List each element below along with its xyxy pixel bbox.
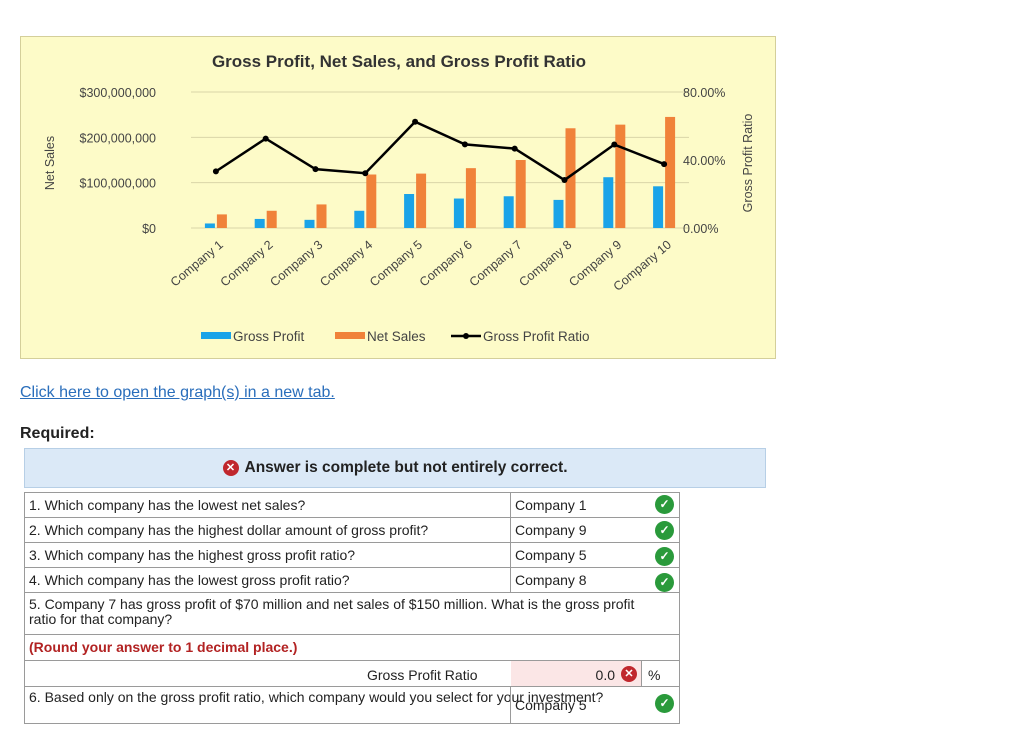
chart-container: Gross Profit, Net Sales, and Gross Profi…	[20, 36, 776, 359]
x-tick-label: Company 5	[367, 238, 425, 290]
check-icon: ✓	[655, 694, 674, 713]
banner-text: Answer is complete but not entirely corr…	[244, 459, 568, 476]
legend-label-net-sales: Net Sales	[367, 329, 426, 344]
x-tick-label: Company 4	[317, 238, 375, 290]
percent-unit: %	[641, 661, 660, 686]
bar-gross-profit	[304, 219, 315, 228]
y-tick-label: $0	[142, 222, 156, 236]
table-row: 1. Which company has the lowest net sale…	[24, 492, 680, 518]
x-tick-label: Company 8	[516, 238, 574, 290]
bar-net-sales	[316, 204, 327, 228]
answer-value: 0.0	[595, 667, 615, 683]
y-tick-label: $300,000,000	[80, 86, 157, 100]
x-tick-label: Company 1	[168, 238, 226, 290]
x-circle-icon: ✕	[222, 460, 239, 476]
bar-net-sales	[416, 173, 427, 228]
bar-gross-profit	[653, 186, 664, 228]
x-tick-label: Company 2	[218, 238, 276, 290]
bar-gross-profit	[503, 196, 514, 228]
required-label: Required:	[20, 425, 95, 442]
bar-gross-profit	[204, 223, 215, 228]
y2-axis-label: Gross Profit Ratio	[741, 114, 755, 213]
bar-net-sales	[465, 168, 476, 228]
bar-net-sales	[216, 214, 227, 228]
bar-net-sales	[515, 160, 526, 228]
bar-net-sales	[266, 210, 277, 228]
bar-net-sales	[565, 128, 576, 228]
gross-profit-ratio-label: Gross Profit Ratio	[367, 667, 478, 683]
legend-swatch-net-sales	[335, 332, 365, 339]
point-gross-profit-ratio	[461, 141, 468, 148]
question-text: 1. Which company has the lowest net sale…	[29, 497, 306, 513]
legend-label-gross-profit-ratio: Gross Profit Ratio	[483, 329, 590, 344]
point-gross-profit-ratio	[212, 168, 219, 175]
chart-title: Gross Profit, Net Sales, and Gross Profi…	[212, 52, 586, 71]
x-tick-label: Company 3	[267, 238, 325, 290]
point-gross-profit-ratio	[561, 177, 568, 184]
y2-tick-label: 0.00%	[683, 222, 718, 236]
round-note: (Round your answer to 1 decimal place.)	[29, 639, 298, 655]
y2-tick-label: 80.00%	[683, 86, 725, 100]
table-row: 6. Based only on the gross profit ratio,…	[24, 686, 680, 724]
point-gross-profit-ratio	[661, 161, 668, 168]
bar-gross-profit	[553, 199, 564, 228]
bar-net-sales	[615, 124, 626, 228]
y-axis-label: Net Sales	[43, 136, 57, 190]
check-icon: ✓	[655, 547, 674, 566]
check-icon: ✓	[655, 573, 674, 592]
bar-gross-profit	[453, 198, 464, 228]
point-gross-profit-ratio	[312, 166, 319, 173]
check-icon: ✓	[655, 495, 674, 514]
y-tick-label: $100,000,000	[80, 177, 157, 191]
bar-gross-profit	[354, 210, 365, 228]
check-icon: ✓	[655, 521, 674, 540]
point-gross-profit-ratio	[362, 170, 369, 177]
question-text: 6. Based only on the gross profit ratio,…	[29, 689, 604, 705]
open-graph-link[interactable]: Click here to open the graph(s) in a new…	[20, 384, 335, 401]
point-gross-profit-ratio	[611, 141, 618, 148]
answer-banner: ✕ Answer is complete but not entirely co…	[24, 448, 766, 488]
bar-net-sales	[665, 116, 676, 228]
bar-net-sales	[366, 174, 377, 228]
bar-gross-profit	[404, 194, 415, 228]
y2-tick-label: 40.00%	[683, 154, 725, 168]
chart: Gross Profit, Net Sales, and Gross Profi…	[43, 52, 755, 344]
answer-input[interactable]: 0.0 ✕	[511, 661, 641, 686]
x-tick-label: Company 7	[467, 238, 525, 290]
answer-select[interactable]: Company 9	[515, 522, 587, 538]
table-row: 2. Which company has the highest dollar …	[24, 517, 680, 543]
question-text: 3. Which company has the highest gross p…	[29, 547, 356, 563]
x-circle-icon: ✕	[621, 666, 637, 682]
answer-select[interactable]: Company 5	[515, 547, 587, 563]
table-row: 5. Company 7 has gross profit of $70 mil…	[24, 592, 680, 635]
bar-gross-profit	[254, 218, 265, 228]
legend-swatch-gross-profit	[201, 332, 231, 339]
question-text: 4. Which company has the lowest gross pr…	[29, 572, 350, 588]
point-gross-profit-ratio	[511, 145, 518, 152]
question-text: 5. Company 7 has gross profit of $70 mil…	[29, 596, 635, 627]
bar-gross-profit	[603, 177, 614, 228]
x-tick-label: Company 6	[417, 238, 475, 290]
table-row: (Round your answer to 1 decimal place.)	[24, 634, 680, 661]
line-gross-profit-ratio	[215, 120, 665, 182]
answer-select[interactable]: Company 8	[515, 572, 587, 588]
legend-label-gross-profit: Gross Profit	[233, 329, 305, 344]
y-tick-label: $200,000,000	[80, 131, 157, 145]
table-row: 3. Which company has the highest gross p…	[24, 542, 680, 568]
answer-select[interactable]: Company 1	[515, 497, 587, 513]
answer-select[interactable]: Company 5	[515, 697, 587, 713]
question-text: 2. Which company has the highest dollar …	[29, 522, 429, 538]
legend-marker-gross-profit-ratio	[463, 333, 469, 339]
point-gross-profit-ratio	[262, 135, 269, 142]
table-row: Gross Profit Ratio 0.0 ✕ %	[24, 660, 680, 687]
point-gross-profit-ratio	[412, 118, 419, 125]
table-row: 4. Which company has the lowest gross pr…	[24, 567, 680, 593]
